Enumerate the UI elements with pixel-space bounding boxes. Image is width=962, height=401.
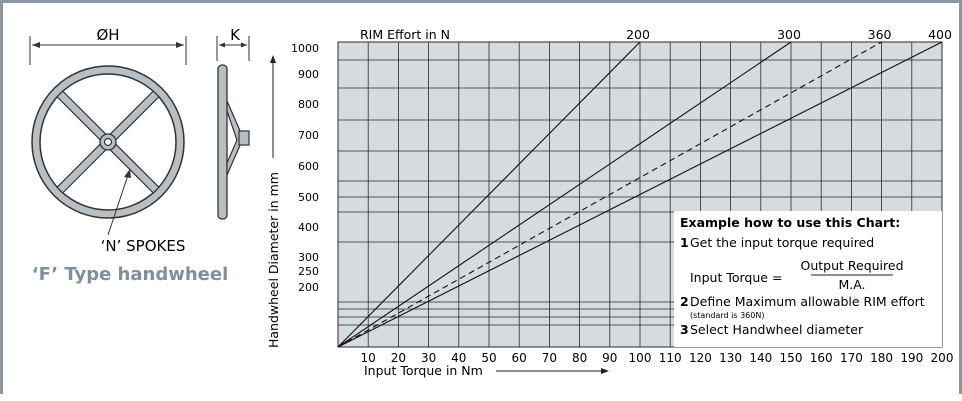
rim-effort-label-200: 200 — [626, 27, 650, 42]
x-tick-90: 90 — [602, 351, 617, 365]
annotation-title: Example how to use this Chart: — [680, 215, 900, 230]
x-tick-200: 200 — [931, 351, 954, 365]
series-line-400 — [337, 41, 943, 348]
type-title: ‘F’ Type handwheel — [32, 264, 229, 285]
x-tick-60: 60 — [512, 351, 527, 365]
x-tick-10: 10 — [361, 351, 376, 365]
spokes-pointer-line — [107, 174, 129, 236]
y-tick-800: 800 — [298, 98, 319, 111]
annotation-text: Example how to use this Chart: 1 Get the… — [680, 215, 925, 337]
y-tick-500: 500 — [298, 191, 319, 204]
formula-numerator: Output Required — [800, 258, 903, 273]
handwheel-drawing: ØH ‘N’ SPOKES ‘F’ Type handwheel K — [29, 26, 250, 285]
wheel-bore — [103, 137, 113, 147]
x-tick-120: 120 — [689, 351, 712, 365]
side-rim — [217, 64, 228, 220]
x-tick-110: 110 — [659, 351, 682, 365]
x-tick-labels: 10 20 30 40 50 60 70 80 90 100 110 120 130 140 150 160 1… — [361, 351, 954, 365]
x-tick-180: 180 — [870, 351, 893, 365]
rim-effort-label-400: 400 — [928, 27, 952, 42]
dim-arrowhead-right — [176, 42, 184, 48]
dim-thickness-label: K — [230, 26, 241, 44]
rim-effort-label-360: 360 — [868, 27, 892, 42]
y-tick-200: 200 — [298, 281, 319, 294]
x-tick-40: 40 — [451, 351, 466, 365]
x-tick-80: 80 — [572, 351, 587, 365]
step2-number: 2 — [680, 294, 689, 309]
x-axis-label-arrowhead — [601, 368, 609, 374]
top-axis-label: RIM Effort in N — [360, 27, 450, 42]
dim-arrowhead-left — [32, 42, 40, 48]
y-tick-1000: 1000 — [291, 42, 319, 55]
x-tick-50: 50 — [481, 351, 496, 365]
x-tick-30: 30 — [421, 351, 436, 365]
x-tick-20: 20 — [391, 351, 406, 365]
y-tick-700: 700 — [298, 129, 319, 142]
rim-effort-labels: 200 300 360 400 — [626, 27, 952, 42]
step1-number: 1 — [680, 235, 689, 250]
y-axis-label-arrowhead — [270, 55, 276, 63]
x-tick-190: 190 — [900, 351, 923, 365]
series-line-360 — [337, 41, 882, 348]
x-tick-150: 150 — [780, 351, 803, 365]
x-tick-130: 130 — [719, 351, 742, 365]
formula-denominator: M.A. — [838, 277, 865, 292]
y-tick-300: 300 — [298, 251, 319, 264]
step1-text: Get the input torque required — [690, 235, 874, 250]
y-axis-label: Handwheel Diameter in mm — [266, 172, 281, 348]
y-tick-900: 900 — [298, 68, 319, 81]
y-tick-600: 600 — [298, 160, 319, 173]
series-line-300 — [337, 41, 792, 348]
step2-text: Define Maximum allowable RIM effort — [690, 294, 925, 309]
x-tick-140: 140 — [749, 351, 772, 365]
step2-note: (standard is 360N) — [690, 311, 764, 320]
side-hub — [238, 130, 250, 146]
x-tick-70: 70 — [542, 351, 557, 365]
x-tick-160: 160 — [810, 351, 833, 365]
annotation-box — [674, 211, 942, 347]
handwheel-figure: ØH ‘N’ SPOKES ‘F’ Type handwheel K — [29, 26, 953, 378]
spokes-label: ‘N’ SPOKES — [101, 237, 186, 255]
y-tick-250: 250 — [298, 265, 319, 278]
spokes-pointer-arrow — [124, 169, 131, 178]
x-tick-100: 100 — [629, 351, 652, 365]
chart: Example how to use this Chart: 1 Get the… — [266, 27, 953, 378]
x-tick-170: 170 — [840, 351, 863, 365]
x-axis-label: Input Torque in Nm — [364, 363, 483, 378]
step3-number: 3 — [680, 322, 689, 337]
k-arrowhead-right — [241, 42, 247, 48]
rim-effort-label-300: 300 — [777, 27, 801, 42]
step3-text: Select Handwheel diameter — [690, 322, 864, 337]
series-line-200 — [337, 41, 641, 348]
formula-lhs: Input Torque = — [690, 270, 782, 285]
chart-series — [337, 41, 943, 348]
y-tick-400: 400 — [298, 221, 319, 234]
dim-diameter-label: ØH — [96, 26, 119, 44]
k-arrowhead-left — [219, 42, 225, 48]
